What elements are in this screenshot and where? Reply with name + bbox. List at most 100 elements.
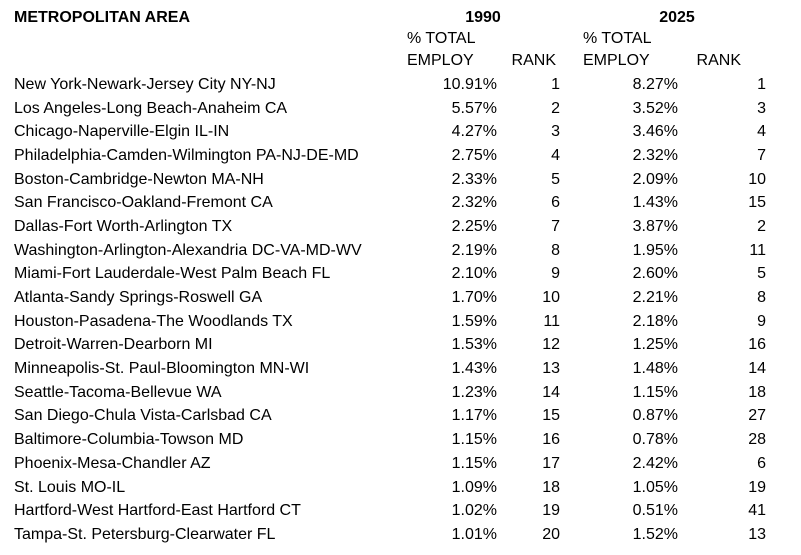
metro-name-cell: Washington-Arlington-Alexandria DC-VA-MD… [14, 241, 362, 259]
table-row: Dallas-Fort Worth-Arlington TX 2.25% 7 3… [0, 215, 801, 239]
pct-2025-cell: 1.95% [632, 241, 678, 259]
pct-2025-cell: 1.05% [632, 478, 678, 496]
table-row: Washington-Arlington-Alexandria DC-VA-MD… [0, 239, 801, 263]
rank-1990-cell: 20 [542, 525, 560, 543]
pct-2025-cell: 2.60% [632, 265, 678, 283]
pct-2025-cell: 1.52% [632, 525, 678, 543]
pct-2025-cell: 2.32% [632, 146, 678, 164]
table-row: Chicago-Naperville-Elgin IL-IN 4.27% 3 3… [0, 120, 801, 144]
table-row: Tampa-St. Petersburg-Clearwater FL 1.01%… [0, 523, 801, 547]
rank-1990-cell: 2 [551, 99, 560, 117]
metro-name-cell: St. Louis MO-IL [14, 478, 126, 496]
rank-2025-cell: 8 [757, 289, 766, 307]
metro-name-cell: Baltimore-Columbia-Towson MD [14, 431, 244, 449]
column-header-metropolitan-area: METROPOLITAN AREA [14, 9, 190, 26]
pct-1990-cell: 10.91% [442, 75, 497, 93]
rank-1990-cell: 6 [551, 194, 560, 212]
rank-1990-cell: 19 [542, 502, 560, 520]
metro-name-cell: Phoenix-Mesa-Chandler AZ [14, 454, 211, 472]
metro-name-cell: Seattle-Tacoma-Bellevue WA [14, 383, 222, 401]
rank-2025-cell: 7 [757, 146, 766, 164]
metro-name-cell: San Diego-Chula Vista-Carlsbad CA [14, 407, 272, 425]
table-row: Boston-Cambridge-Newton MA-NH 2.33% 5 2.… [0, 168, 801, 192]
rank-2025-cell: 28 [748, 431, 766, 449]
metro-name-cell: Houston-Pasadena-The Woodlands TX [14, 312, 293, 330]
table-row: Atlanta-Sandy Springs-Roswell GA 1.70% 1… [0, 286, 801, 310]
rank-1990-cell: 13 [542, 360, 560, 378]
rank-1990-cell: 1 [551, 75, 560, 93]
table-row: Los Angeles-Long Beach-Anaheim CA 5.57% … [0, 97, 801, 121]
subheader-pct-total-2025-line2: EMPLOY [583, 52, 650, 69]
pct-1990-cell: 1.15% [451, 454, 497, 472]
pct-2025-cell: 3.52% [632, 99, 678, 117]
rank-2025-cell: 18 [748, 383, 766, 401]
table-row: Phoenix-Mesa-Chandler AZ 1.15% 17 2.42% … [0, 452, 801, 476]
table-row: Seattle-Tacoma-Bellevue WA 1.23% 14 1.15… [0, 381, 801, 405]
rank-1990-cell: 12 [542, 336, 560, 354]
rank-1990-cell: 5 [551, 170, 560, 188]
metro-name-cell: Tampa-St. Petersburg-Clearwater FL [14, 525, 276, 543]
rank-2025-cell: 4 [757, 123, 766, 141]
metro-name-cell: Minneapolis-St. Paul-Bloomington MN-WI [14, 360, 310, 378]
rank-1990-cell: 7 [551, 217, 560, 235]
rank-2025-cell: 10 [748, 170, 766, 188]
metro-name-cell: Atlanta-Sandy Springs-Roswell GA [14, 289, 263, 307]
rank-1990-cell: 10 [542, 289, 560, 307]
pct-1990-cell: 1.53% [451, 336, 497, 354]
rank-1990-cell: 14 [542, 383, 560, 401]
pct-2025-cell: 0.87% [632, 407, 678, 425]
rank-2025-cell: 15 [748, 194, 766, 212]
rank-2025-cell: 27 [748, 407, 766, 425]
pct-2025-cell: 1.43% [632, 194, 678, 212]
pct-2025-cell: 1.15% [632, 383, 678, 401]
pct-2025-cell: 0.78% [632, 431, 678, 449]
table-row: Minneapolis-St. Paul-Bloomington MN-WI 1… [0, 357, 801, 381]
table-row: Miami-Fort Lauderdale-West Palm Beach FL… [0, 263, 801, 287]
pct-2025-cell: 1.25% [632, 336, 678, 354]
pct-1990-cell: 1.43% [451, 360, 497, 378]
rank-2025-cell: 5 [757, 265, 766, 283]
rank-2025-cell: 9 [757, 312, 766, 330]
pct-2025-cell: 1.48% [632, 360, 678, 378]
metro-name-cell: Miami-Fort Lauderdale-West Palm Beach FL [14, 265, 331, 283]
subheader-rank-2025: RANK [696, 52, 741, 69]
metro-name-cell: New York-Newark-Jersey City NY-NJ [14, 75, 276, 93]
rank-2025-cell: 6 [757, 454, 766, 472]
pct-1990-cell: 1.70% [451, 289, 497, 307]
table-row: Detroit-Warren-Dearborn MI 1.53% 12 1.25… [0, 334, 801, 358]
subheader-rank-1990: RANK [511, 52, 556, 69]
rank-2025-cell: 16 [748, 336, 766, 354]
rank-1990-cell: 15 [542, 407, 560, 425]
pct-1990-cell: 1.01% [451, 525, 497, 543]
rank-2025-cell: 11 [749, 241, 766, 259]
table-row: San Diego-Chula Vista-Carlsbad CA 1.17% … [0, 405, 801, 429]
table-body: New York-Newark-Jersey City NY-NJ 10.91%… [0, 73, 801, 547]
rank-2025-cell: 41 [748, 502, 766, 520]
pct-1990-cell: 1.23% [451, 383, 497, 401]
rank-2025-cell: 14 [748, 360, 766, 378]
subheader-pct-total-1990-line1: % TOTAL [407, 30, 476, 47]
subheader-pct-total-1990-line2: EMPLOY [407, 52, 474, 69]
metro-name-cell: San Francisco-Oakland-Fremont CA [14, 194, 273, 212]
pct-2025-cell: 3.87% [632, 217, 678, 235]
rank-2025-cell: 3 [757, 99, 766, 117]
pct-1990-cell: 2.19% [451, 241, 497, 259]
rank-2025-cell: 2 [757, 217, 766, 235]
table-row: Hartford-West Hartford-East Hartford CT … [0, 499, 801, 523]
pct-1990-cell: 2.10% [451, 265, 497, 283]
rank-1990-cell: 18 [542, 478, 560, 496]
pct-2025-cell: 2.09% [632, 170, 678, 188]
pct-1990-cell: 2.75% [451, 146, 497, 164]
rank-1990-cell: 16 [542, 431, 560, 449]
pct-1990-cell: 1.15% [451, 431, 497, 449]
rank-2025-cell: 1 [757, 75, 766, 93]
metro-name-cell: Hartford-West Hartford-East Hartford CT [14, 502, 301, 520]
metro-name-cell: Los Angeles-Long Beach-Anaheim CA [14, 99, 288, 117]
table-row: St. Louis MO-IL 1.09% 18 1.05% 19 [0, 476, 801, 500]
pct-2025-cell: 0.51% [632, 502, 678, 520]
table-row: Philadelphia-Camden-Wilmington PA-NJ-DE-… [0, 144, 801, 168]
rank-1990-cell: 4 [551, 146, 560, 164]
rank-2025-cell: 13 [748, 525, 766, 543]
metro-name-cell: Dallas-Fort Worth-Arlington TX [14, 217, 233, 235]
